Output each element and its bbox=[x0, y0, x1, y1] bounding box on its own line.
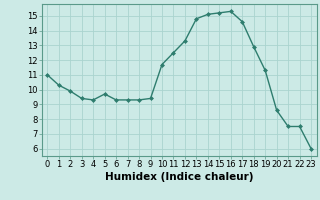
X-axis label: Humidex (Indice chaleur): Humidex (Indice chaleur) bbox=[105, 172, 253, 182]
